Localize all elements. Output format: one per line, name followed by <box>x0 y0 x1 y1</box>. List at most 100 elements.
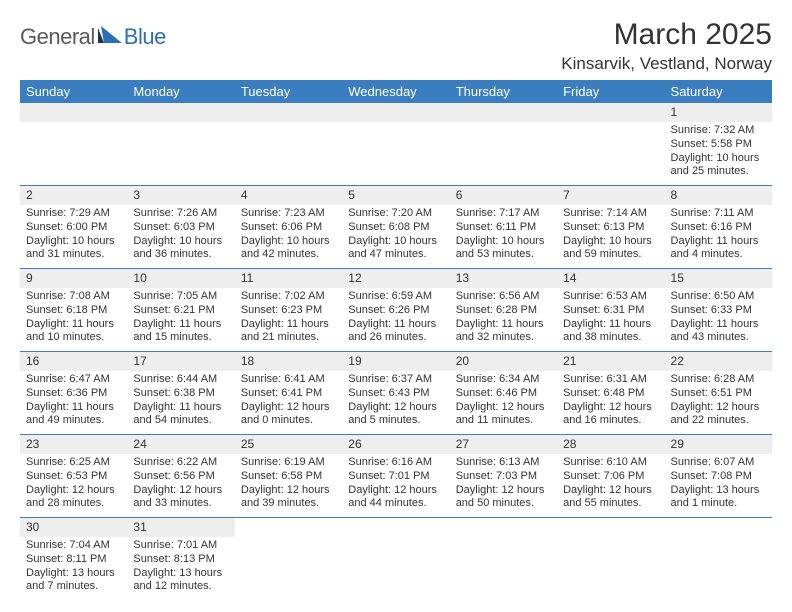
day-details: Sunrise: 7:26 AMSunset: 6:03 PMDaylight:… <box>127 205 234 268</box>
weekday-header: Tuesday <box>235 80 342 103</box>
calendar-day-cell <box>235 103 342 186</box>
calendar-week-row: 30Sunrise: 7:04 AMSunset: 8:11 PMDayligh… <box>20 518 772 601</box>
sunrise-text: Sunrise: 6:59 AM <box>348 290 443 304</box>
logo: General Blue <box>20 24 166 50</box>
calendar-day-cell <box>235 518 342 601</box>
daylight-text: Daylight: 10 hours and 36 minutes. <box>133 235 228 263</box>
sunrise-text: Sunrise: 7:26 AM <box>133 207 228 221</box>
calendar-day-cell: 31Sunrise: 7:01 AMSunset: 8:13 PMDayligh… <box>127 518 234 601</box>
sunset-text: Sunset: 6:03 PM <box>133 221 228 235</box>
calendar-week-row: 16Sunrise: 6:47 AMSunset: 6:36 PMDayligh… <box>20 352 772 435</box>
sunrise-text: Sunrise: 7:01 AM <box>133 539 228 553</box>
calendar-day-cell: 8Sunrise: 7:11 AMSunset: 6:16 PMDaylight… <box>665 186 772 269</box>
sunrise-text: Sunrise: 7:17 AM <box>456 207 551 221</box>
day-number: 15 <box>665 269 772 288</box>
day-number: 9 <box>20 269 127 288</box>
calendar-day-cell: 20Sunrise: 6:34 AMSunset: 6:46 PMDayligh… <box>450 352 557 435</box>
daylight-text: Daylight: 12 hours and 39 minutes. <box>241 484 336 512</box>
sunrise-text: Sunrise: 6:07 AM <box>671 456 766 470</box>
calendar-day-cell <box>665 518 772 601</box>
day-number: 3 <box>127 186 234 205</box>
calendar-table: SundayMondayTuesdayWednesdayThursdayFrid… <box>20 80 772 600</box>
day-details: Sunrise: 7:04 AMSunset: 8:11 PMDaylight:… <box>20 537 127 600</box>
calendar-day-cell <box>557 103 664 186</box>
sunrise-text: Sunrise: 7:02 AM <box>241 290 336 304</box>
daylight-text: Daylight: 11 hours and 49 minutes. <box>26 401 121 429</box>
day-details: Sunrise: 6:07 AMSunset: 7:08 PMDaylight:… <box>665 454 772 517</box>
day-number: 11 <box>235 269 342 288</box>
sunrise-text: Sunrise: 6:53 AM <box>563 290 658 304</box>
day-details: Sunrise: 7:20 AMSunset: 6:08 PMDaylight:… <box>342 205 449 268</box>
sunrise-text: Sunrise: 6:56 AM <box>456 290 551 304</box>
calendar-day-cell: 14Sunrise: 6:53 AMSunset: 6:31 PMDayligh… <box>557 269 664 352</box>
calendar-day-cell: 24Sunrise: 6:22 AMSunset: 6:56 PMDayligh… <box>127 435 234 518</box>
day-details: Sunrise: 6:41 AMSunset: 6:41 PMDaylight:… <box>235 371 342 434</box>
sunrise-text: Sunrise: 7:11 AM <box>671 207 766 221</box>
calendar-week-row: 1Sunrise: 7:32 AMSunset: 5:58 PMDaylight… <box>20 103 772 186</box>
daylight-text: Daylight: 12 hours and 11 minutes. <box>456 401 551 429</box>
sunset-text: Sunset: 7:01 PM <box>348 470 443 484</box>
daylight-text: Daylight: 12 hours and 50 minutes. <box>456 484 551 512</box>
day-number: 13 <box>450 269 557 288</box>
sunset-text: Sunset: 6:16 PM <box>671 221 766 235</box>
sunrise-text: Sunrise: 7:29 AM <box>26 207 121 221</box>
day-number: 16 <box>20 352 127 371</box>
sunset-text: Sunset: 6:08 PM <box>348 221 443 235</box>
day-number-bar <box>342 518 449 537</box>
day-number: 19 <box>342 352 449 371</box>
sunrise-text: Sunrise: 7:32 AM <box>671 124 766 138</box>
sunrise-text: Sunrise: 7:23 AM <box>241 207 336 221</box>
day-details: Sunrise: 6:22 AMSunset: 6:56 PMDaylight:… <box>127 454 234 517</box>
day-details: Sunrise: 6:53 AMSunset: 6:31 PMDaylight:… <box>557 288 664 351</box>
day-details: Sunrise: 6:19 AMSunset: 6:58 PMDaylight:… <box>235 454 342 517</box>
title-block: March 2025 Kinsarvik, Vestland, Norway <box>561 18 772 74</box>
sunset-text: Sunset: 8:13 PM <box>133 553 228 567</box>
sunset-text: Sunset: 6:33 PM <box>671 304 766 318</box>
sunset-text: Sunset: 6:11 PM <box>456 221 551 235</box>
daylight-text: Daylight: 11 hours and 43 minutes. <box>671 318 766 346</box>
day-number: 17 <box>127 352 234 371</box>
daylight-text: Daylight: 11 hours and 21 minutes. <box>241 318 336 346</box>
sunset-text: Sunset: 6:31 PM <box>563 304 658 318</box>
sunrise-text: Sunrise: 6:13 AM <box>456 456 551 470</box>
day-details: Sunrise: 7:32 AMSunset: 5:58 PMDaylight:… <box>665 122 772 185</box>
daylight-text: Daylight: 12 hours and 0 minutes. <box>241 401 336 429</box>
day-number: 25 <box>235 435 342 454</box>
day-details: Sunrise: 7:23 AMSunset: 6:06 PMDaylight:… <box>235 205 342 268</box>
daylight-text: Daylight: 11 hours and 54 minutes. <box>133 401 228 429</box>
sunset-text: Sunset: 6:23 PM <box>241 304 336 318</box>
calendar-week-row: 23Sunrise: 6:25 AMSunset: 6:53 PMDayligh… <box>20 435 772 518</box>
day-details: Sunrise: 6:10 AMSunset: 7:06 PMDaylight:… <box>557 454 664 517</box>
day-details: Sunrise: 6:44 AMSunset: 6:38 PMDaylight:… <box>127 371 234 434</box>
day-details: Sunrise: 6:31 AMSunset: 6:48 PMDaylight:… <box>557 371 664 434</box>
day-details: Sunrise: 7:29 AMSunset: 6:00 PMDaylight:… <box>20 205 127 268</box>
daylight-text: Daylight: 12 hours and 5 minutes. <box>348 401 443 429</box>
day-number: 12 <box>342 269 449 288</box>
day-number-bar <box>235 518 342 537</box>
sunrise-text: Sunrise: 6:44 AM <box>133 373 228 387</box>
day-details: Sunrise: 7:01 AMSunset: 8:13 PMDaylight:… <box>127 537 234 600</box>
logo-text-general: General <box>20 24 95 50</box>
sunrise-text: Sunrise: 6:34 AM <box>456 373 551 387</box>
day-number-bar <box>20 103 127 122</box>
day-number: 1 <box>665 103 772 122</box>
sunrise-text: Sunrise: 7:20 AM <box>348 207 443 221</box>
calendar-day-cell: 21Sunrise: 6:31 AMSunset: 6:48 PMDayligh… <box>557 352 664 435</box>
sunset-text: Sunset: 6:26 PM <box>348 304 443 318</box>
sunrise-text: Sunrise: 7:04 AM <box>26 539 121 553</box>
sunset-text: Sunset: 6:58 PM <box>241 470 336 484</box>
day-number: 2 <box>20 186 127 205</box>
calendar-day-cell <box>557 518 664 601</box>
calendar-day-cell <box>450 518 557 601</box>
sunset-text: Sunset: 6:43 PM <box>348 387 443 401</box>
day-number: 20 <box>450 352 557 371</box>
daylight-text: Daylight: 13 hours and 7 minutes. <box>26 567 121 595</box>
calendar-day-cell: 6Sunrise: 7:17 AMSunset: 6:11 PMDaylight… <box>450 186 557 269</box>
weekday-header: Saturday <box>665 80 772 103</box>
daylight-text: Daylight: 12 hours and 44 minutes. <box>348 484 443 512</box>
day-number-bar <box>342 103 449 122</box>
calendar-day-cell: 4Sunrise: 7:23 AMSunset: 6:06 PMDaylight… <box>235 186 342 269</box>
sunrise-text: Sunrise: 6:41 AM <box>241 373 336 387</box>
sunrise-text: Sunrise: 6:28 AM <box>671 373 766 387</box>
day-number: 27 <box>450 435 557 454</box>
